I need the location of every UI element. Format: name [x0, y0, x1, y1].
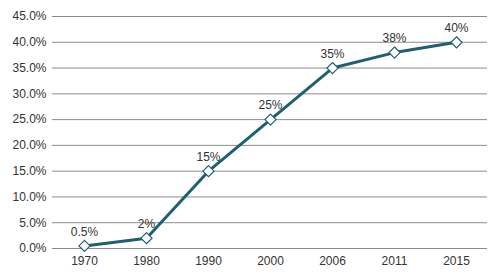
svg-text:38%: 38% [382, 31, 406, 45]
svg-text:1970: 1970 [71, 254, 98, 268]
svg-text:25%: 25% [258, 98, 282, 112]
svg-text:25.0%: 25.0% [12, 112, 46, 126]
svg-text:2011: 2011 [382, 254, 408, 268]
svg-text:10.0%: 10.0% [12, 190, 46, 204]
svg-text:40.0%: 40.0% [12, 35, 46, 49]
svg-text:0.0%: 0.0% [19, 241, 47, 255]
svg-text:1990: 1990 [195, 254, 222, 268]
svg-text:5.0%: 5.0% [19, 216, 47, 230]
svg-text:2006: 2006 [319, 254, 346, 268]
svg-text:2000: 2000 [257, 254, 284, 268]
svg-text:30.0%: 30.0% [12, 87, 46, 101]
svg-text:45.0%: 45.0% [12, 9, 46, 23]
svg-text:35.0%: 35.0% [12, 61, 46, 75]
svg-text:0.5%: 0.5% [71, 225, 99, 239]
svg-text:2015: 2015 [443, 254, 470, 268]
svg-text:2%: 2% [138, 217, 156, 231]
svg-text:35%: 35% [320, 47, 344, 61]
svg-text:1980: 1980 [133, 254, 160, 268]
svg-text:40%: 40% [444, 21, 468, 35]
svg-text:20.0%: 20.0% [12, 138, 46, 152]
svg-text:15.0%: 15.0% [12, 164, 46, 178]
svg-text:15%: 15% [196, 150, 220, 164]
